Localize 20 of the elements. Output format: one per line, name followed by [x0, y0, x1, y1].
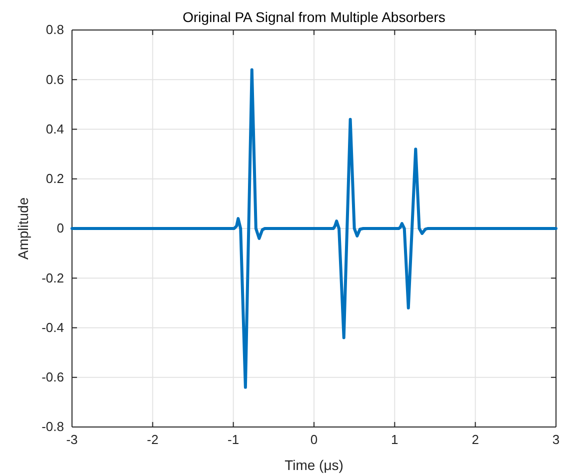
- y-tick-label: 0.6: [46, 72, 64, 87]
- chart-title: Original PA Signal from Multiple Absorbers: [182, 9, 446, 25]
- x-tick-label: 0: [310, 432, 318, 448]
- y-tick-label: -0.8: [42, 419, 64, 434]
- x-tick-label: -2: [146, 432, 158, 448]
- x-tick-label: -1: [228, 432, 240, 448]
- x-tick-label: 2: [472, 432, 479, 448]
- y-tick-label: -0.4: [42, 320, 64, 335]
- x-tick-label: 1: [391, 432, 398, 448]
- y-tick-label: -0.6: [42, 370, 64, 385]
- line-series: [70, 68, 558, 389]
- y-tick-label: 0.8: [46, 22, 64, 38]
- x-tick-label: 3: [552, 432, 560, 448]
- y-axis-title: Amplitude: [15, 197, 31, 260]
- y-tick-label: 0.2: [46, 171, 64, 186]
- y-tick-label: -0.2: [42, 270, 64, 286]
- x-tick-label: -3: [66, 432, 78, 448]
- x-axis-title: Time (μs): [284, 457, 344, 473]
- y-tick-label: 0: [56, 220, 64, 236]
- y-tick-label: 0.4: [46, 121, 64, 136]
